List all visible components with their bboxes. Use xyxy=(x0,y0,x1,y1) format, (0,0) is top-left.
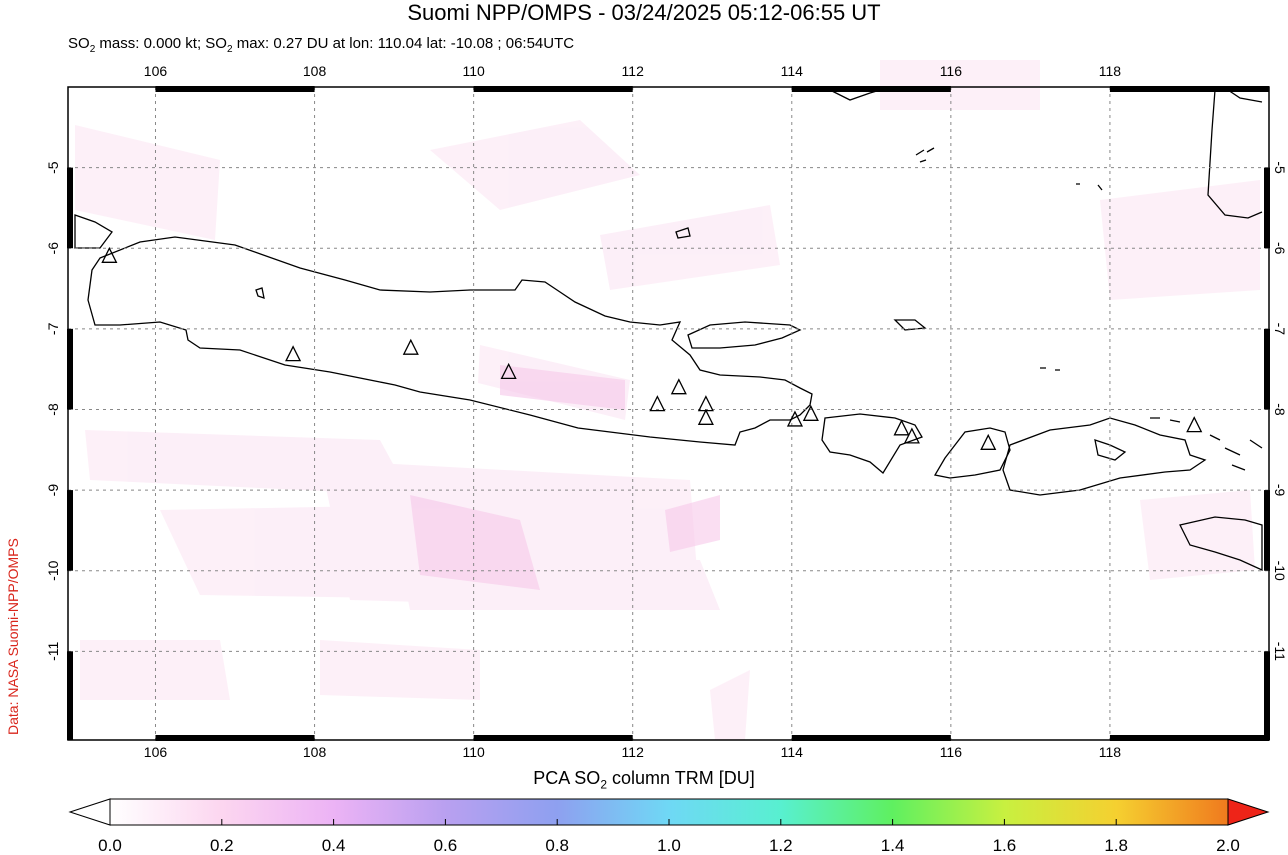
volcano-marker xyxy=(903,427,920,444)
frame-bar-left xyxy=(67,651,73,740)
lon-labels-top: 106 108 110 112 114 116 118 xyxy=(144,63,1121,79)
lat-tick-label: -6 xyxy=(45,242,61,255)
lat-labels-left: -5 -6 -7 -8 -9 -10 -11 xyxy=(45,161,61,661)
frame-bar-top xyxy=(1109,86,1269,92)
frame-bar-bottom xyxy=(1109,735,1269,741)
volcano-marker xyxy=(1186,416,1203,433)
lat-tick-label: -9 xyxy=(45,484,61,497)
lat-tick-label: -11 xyxy=(45,642,61,661)
volcano-marker xyxy=(697,395,714,412)
plot-title: Suomi NPP/OMPS - 03/24/2025 05:12-06:55 … xyxy=(407,0,881,25)
so2-swath xyxy=(75,60,1260,740)
frame-bar-right xyxy=(1264,651,1270,740)
lat-tick-label: -6 xyxy=(1272,242,1288,255)
lon-tick-label: 118 xyxy=(1099,63,1122,79)
colorbar-tick-label: 2.0 xyxy=(1216,836,1240,855)
colorbar-tick-label: 1.8 xyxy=(1104,836,1128,855)
colorbar: 0.0 0.2 0.4 0.6 0.8 1.0 1.2 1.4 1.6 1.8 2.0 xyxy=(68,798,1270,855)
lon-tick-label: 108 xyxy=(303,744,327,760)
lon-tick-label: 114 xyxy=(781,744,804,760)
colorbar-tick-label: 1.6 xyxy=(993,836,1017,855)
colorbar-tick-label: 1.0 xyxy=(657,836,681,855)
frame-bar-bottom xyxy=(155,735,315,741)
lon-tick-label: 110 xyxy=(462,744,485,760)
lon-tick-label: 118 xyxy=(1099,744,1122,760)
colorbar-tick-label: 0.6 xyxy=(434,836,458,855)
lat-tick-label: -7 xyxy=(45,322,61,335)
volcano-marker xyxy=(980,433,997,450)
lat-tick-label: -11 xyxy=(1272,642,1288,661)
frame-bar-top xyxy=(155,86,315,92)
coastlines xyxy=(74,87,1263,572)
lat-tick-label: -10 xyxy=(45,560,61,580)
volcano-marker xyxy=(285,345,302,362)
map-frame-bars xyxy=(67,86,1270,741)
lat-tick-label: -8 xyxy=(1272,403,1288,416)
colorbar-tick-label: 0.8 xyxy=(545,836,569,855)
lat-tick-label: -5 xyxy=(45,161,61,174)
volcano-marker xyxy=(101,246,118,263)
graticule xyxy=(68,87,1269,740)
frame-bar-left xyxy=(67,328,73,410)
frame-bar-top xyxy=(473,86,633,92)
lat-tick-label: -5 xyxy=(1272,161,1288,174)
colorbar-high-extension xyxy=(1227,798,1270,826)
colorbar-tick-labels: 0.0 0.2 0.4 0.6 0.8 1.0 1.2 1.4 1.6 1.8 2.0 xyxy=(98,836,1240,855)
lon-tick-label: 112 xyxy=(622,63,645,79)
map-frame xyxy=(67,86,1270,741)
volcano-marker xyxy=(649,395,666,412)
colorbar-low-extension xyxy=(68,798,111,826)
frame-bar-right xyxy=(1264,328,1270,410)
colorbar-tick-label: 0.2 xyxy=(210,836,234,855)
frame-bar-left xyxy=(67,490,73,571)
so2-map: 106 108 110 112 114 116 118 106 108 110 112 114 116… xyxy=(45,60,1288,760)
lon-labels-bottom: 106 108 110 112 114 116 118 xyxy=(144,744,1121,760)
volcano-marker xyxy=(786,410,804,427)
lon-tick-label: 106 xyxy=(144,63,168,79)
volcano-marker xyxy=(893,419,910,436)
lon-tick-label: 106 xyxy=(144,744,168,760)
lat-tick-label: -9 xyxy=(1272,484,1288,497)
lat-labels-right: -5 -6 -7 -8 -9 -10 -11 xyxy=(1272,161,1288,661)
colorbar-tick-label: 1.2 xyxy=(769,836,793,855)
colorbar-tick-label: 0.0 xyxy=(98,836,122,855)
lon-tick-label: 110 xyxy=(462,63,485,79)
volcano-marker xyxy=(670,378,687,395)
lon-tick-label: 108 xyxy=(303,63,327,79)
lon-tick-label: 114 xyxy=(781,63,804,79)
volcano-markers xyxy=(101,246,1203,450)
lon-tick-label: 116 xyxy=(940,744,963,760)
so2-swath-darker xyxy=(410,365,720,590)
so2-summary: SO2 mass: 0.000 kt; SO2 max: 0.27 DU at … xyxy=(68,35,575,55)
frame-bar-right xyxy=(1264,167,1270,249)
colorbar-tick-label: 1.4 xyxy=(881,836,905,855)
volcano-marker xyxy=(500,362,517,380)
frame-bar-bottom xyxy=(473,735,633,741)
lat-tick-label: -10 xyxy=(1272,561,1288,581)
colorbar-tick-label: 0.4 xyxy=(322,836,346,855)
frame-bar-bottom xyxy=(791,735,951,741)
volcano-marker xyxy=(402,338,419,355)
frame-bar-left xyxy=(67,167,73,249)
frame-bar-top xyxy=(791,86,951,92)
colorbar-ticks xyxy=(109,819,1229,825)
lat-tick-label: -8 xyxy=(45,403,61,416)
lon-tick-label: 112 xyxy=(622,744,645,760)
frame-bar-right xyxy=(1264,490,1270,571)
volcano-marker xyxy=(802,404,819,421)
volcano-marker xyxy=(697,408,714,425)
lat-tick-label: -7 xyxy=(1272,323,1288,336)
colorbar-title: PCA SO2 column TRM [DU] xyxy=(533,768,755,792)
lon-tick-label: 116 xyxy=(940,63,963,79)
